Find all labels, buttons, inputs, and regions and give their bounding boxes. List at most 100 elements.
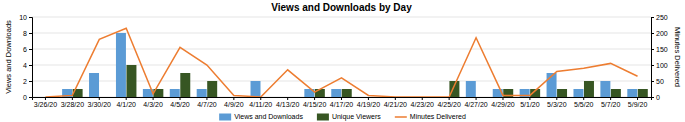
tick-label: 200 — [656, 30, 668, 37]
tick-label: 4/7/20 — [197, 101, 217, 108]
tick-label: 2 — [23, 78, 27, 85]
tick-mark — [583, 97, 584, 100]
tick-label: 100 — [656, 62, 668, 69]
tick-label: 50 — [656, 78, 664, 85]
tick: 4 — [23, 62, 32, 69]
tick: 4/5/20 — [170, 97, 190, 108]
tick-label: 250 — [656, 14, 668, 21]
bar — [342, 89, 352, 97]
marks — [45, 28, 647, 97]
tick: 4/23/20 — [411, 97, 434, 108]
tick-mark — [651, 81, 654, 82]
tick: 3/26/20 — [34, 97, 57, 108]
tick-mark — [260, 97, 261, 100]
tick-mark — [29, 33, 32, 34]
tick: 4/3/20 — [143, 97, 163, 108]
axis-domain — [29, 18, 33, 98]
tick: 4/17/20 — [330, 97, 353, 108]
tick-mark — [29, 81, 32, 82]
tick-mark — [651, 65, 654, 66]
legend-swatch — [219, 114, 231, 121]
tick: 4/29/20 — [491, 97, 514, 108]
tick-mark — [651, 49, 654, 50]
tick: 4/19/20 — [357, 97, 380, 108]
tick-label: 4/25/20 — [437, 101, 460, 108]
grid-line — [32, 17, 651, 18]
bar — [627, 89, 637, 97]
tick-label: 4/13/20 — [276, 101, 299, 108]
legend-item: Views and Downloads — [219, 113, 303, 120]
tick-label: 4 — [23, 62, 27, 69]
tick-mark — [29, 17, 32, 18]
legend-item: Minutes Delivered — [395, 113, 466, 120]
axis: 0 50 100 150 200 250 — [651, 14, 668, 101]
bar-series — [73, 65, 648, 97]
tick: 6 — [23, 46, 32, 53]
tick-label: 10 — [19, 14, 27, 21]
tick-mark — [651, 17, 654, 18]
tick: 0 — [651, 94, 660, 101]
tick-label: 5/5/20 — [574, 101, 594, 108]
axis-domain — [652, 18, 655, 98]
tick-label: 5/7/20 — [601, 101, 621, 108]
bar — [476, 97, 486, 98]
tick-label: 4/27/20 — [464, 101, 487, 108]
tick-mark — [287, 97, 288, 100]
tick: 4/1/20 — [116, 97, 136, 108]
tick-label: 4/19/20 — [357, 101, 380, 108]
tick: 5/1/20 — [520, 97, 540, 108]
tick-mark — [502, 97, 503, 100]
tick-mark — [449, 97, 450, 100]
tick-label: 4/29/20 — [491, 101, 514, 108]
tick-label: 4/11/20 — [249, 101, 272, 108]
tick: 3/28/20 — [61, 97, 84, 108]
bar — [207, 81, 217, 97]
tick-label: 4/1/20 — [116, 101, 136, 108]
bar — [89, 73, 99, 97]
bar — [557, 89, 567, 97]
y-axis-label: Views and Downloads — [4, 20, 13, 94]
chart: 3/26/20 3/28/20 3/30/20 4/1/20 4/3/20 4/5/20 4… — [0, 0, 685, 122]
tick: 50 — [651, 78, 664, 85]
tick-label: 4/21/20 — [384, 101, 407, 108]
legend-swatch — [395, 116, 407, 118]
tick-label: 3/26/20 — [34, 101, 57, 108]
bar — [116, 33, 126, 97]
tick-mark — [476, 97, 477, 100]
bar — [261, 97, 271, 98]
bar — [100, 97, 110, 98]
tick-mark — [610, 97, 611, 100]
bar — [331, 89, 341, 97]
tick: 5/9/20 — [628, 97, 648, 108]
grid — [32, 17, 651, 97]
bar — [180, 73, 190, 97]
tick: 8 — [23, 30, 32, 37]
bar — [573, 89, 583, 97]
line — [45, 28, 637, 97]
tick-mark — [126, 97, 127, 100]
bar — [600, 81, 610, 97]
legend-label: Minutes Delivered — [410, 113, 466, 120]
tick: 4/11/20 — [249, 97, 272, 108]
tick-label: 4/17/20 — [330, 101, 353, 108]
bar — [35, 97, 45, 98]
tick: 4/21/20 — [384, 97, 407, 108]
tick-label: 5/9/20 — [628, 101, 648, 108]
bar — [466, 81, 476, 97]
tick-mark — [29, 65, 32, 66]
bar — [197, 89, 207, 97]
tick: 10 — [19, 14, 32, 21]
tick: 150 — [651, 46, 668, 53]
tick-label: 4/23/20 — [411, 101, 434, 108]
tick-mark — [637, 97, 638, 100]
tick: 0 — [23, 94, 32, 101]
tick-mark — [314, 97, 315, 100]
bar — [126, 65, 136, 97]
tick: 3/30/20 — [88, 97, 111, 108]
tick-label: 0 — [23, 94, 27, 101]
tick: 4/13/20 — [276, 97, 299, 108]
tick-mark — [45, 97, 46, 100]
tick-label: 3/28/20 — [61, 101, 84, 108]
bar — [638, 89, 648, 97]
tick: 4/15/20 — [303, 97, 326, 108]
